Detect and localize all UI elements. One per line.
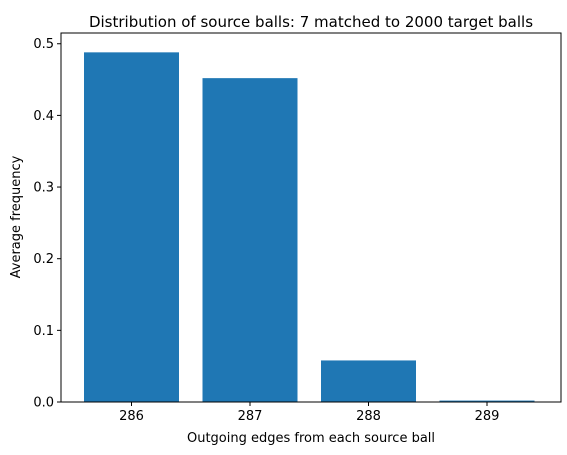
x-axis-title: Outgoing edges from each source ball — [187, 431, 435, 446]
x-tick-label-289: 289 — [475, 409, 500, 424]
bar-287 — [202, 78, 298, 403]
y-tick-label-0.4: 0.4 — [33, 109, 54, 124]
bar-288 — [321, 360, 416, 402]
y-tick-label-0.0: 0.0 — [33, 396, 54, 411]
y-axis-title: Average frequency — [9, 155, 24, 278]
x-tick-label-287: 287 — [238, 409, 263, 424]
x-tick-label-288: 288 — [356, 409, 381, 424]
bar-289 — [439, 400, 535, 402]
chart-title: Distribution of source balls: 7 matched … — [89, 13, 533, 31]
y-tick-label-0.5: 0.5 — [33, 37, 54, 52]
y-tick-label-0.2: 0.2 — [33, 252, 54, 267]
x-tick-label-286: 286 — [119, 409, 144, 424]
bars-group — [84, 52, 535, 403]
plot-frame — [60, 32, 562, 403]
y-tick-label-0.1: 0.1 — [33, 324, 54, 339]
bar-286 — [84, 52, 179, 402]
y-tick-label-0.3: 0.3 — [33, 181, 54, 196]
axes-group: 286 287 288 289 0.0 0.1 0.2 0.3 0.4 0.5 — [33, 32, 562, 424]
